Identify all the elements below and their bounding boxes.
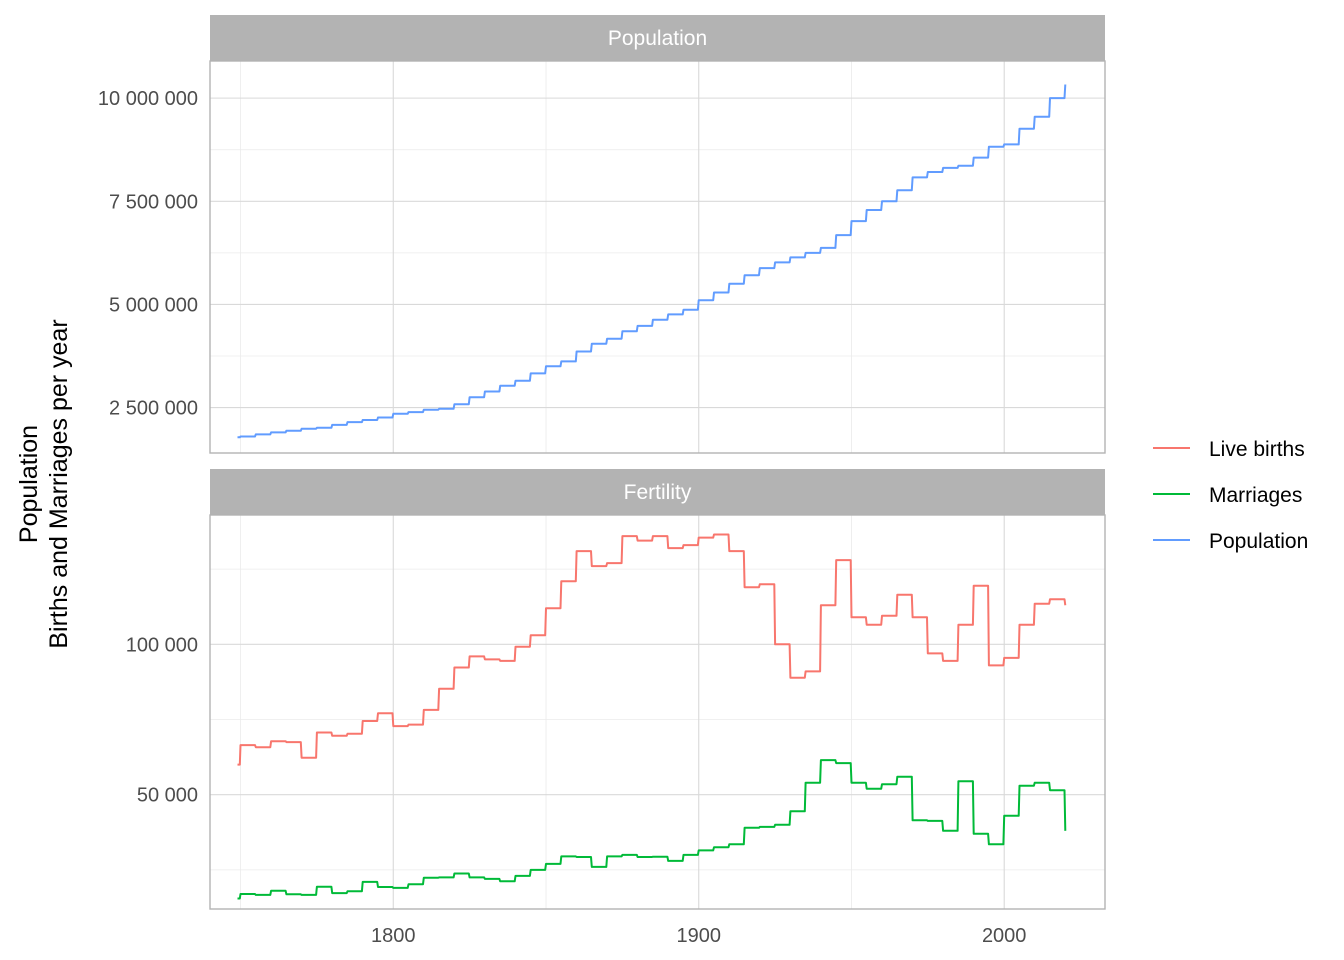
facet-panels: Population 2 500 000 5 000 000 7 500 000 10 … <box>98 15 1106 947</box>
legend-label: Marriages <box>1209 484 1302 507</box>
y-tick-label: 10 000 000 <box>98 88 198 110</box>
legend-item-live-births: Live births <box>1153 438 1305 461</box>
panel-fertility: Fertility 50 000 100 000 1800 1900 2000 <box>126 469 1106 947</box>
legend-label: Population <box>1209 530 1308 553</box>
panel-border <box>209 60 1106 454</box>
series-line-live-births <box>237 533 1067 766</box>
facet-strip <box>210 15 1105 61</box>
y-axis-title-line-1: Population <box>15 425 43 543</box>
facet-strip-label: Population <box>608 27 707 50</box>
x-tick-label: 1800 <box>371 925 416 947</box>
y-tick-label: 50 000 <box>137 785 198 807</box>
facet-strip-label: Fertility <box>624 481 692 504</box>
panel-border <box>209 514 1106 910</box>
panel-population: Population 2 500 000 5 000 000 7 500 000 10 … <box>98 15 1106 454</box>
y-axis-title-line-2: Births and Marriages per year <box>45 319 73 648</box>
facet-strip <box>210 469 1105 515</box>
y-tick-label: 100 000 <box>126 634 198 656</box>
x-tick-label: 1900 <box>676 925 721 947</box>
y-tick-label: 7 500 000 <box>109 191 198 213</box>
y-tick-label: 5 000 000 <box>109 294 198 316</box>
y-tick-label: 2 500 000 <box>109 398 198 420</box>
series-line-marriages <box>237 759 1067 900</box>
legend-item-marriages: Marriages <box>1153 484 1302 507</box>
series-line-population <box>237 84 1067 439</box>
legend-label: Live births <box>1209 438 1305 461</box>
x-tick-label: 2000 <box>982 925 1027 947</box>
legend-item-population: Population <box>1153 530 1308 553</box>
legend: Live births Marriages Population <box>1153 438 1308 553</box>
